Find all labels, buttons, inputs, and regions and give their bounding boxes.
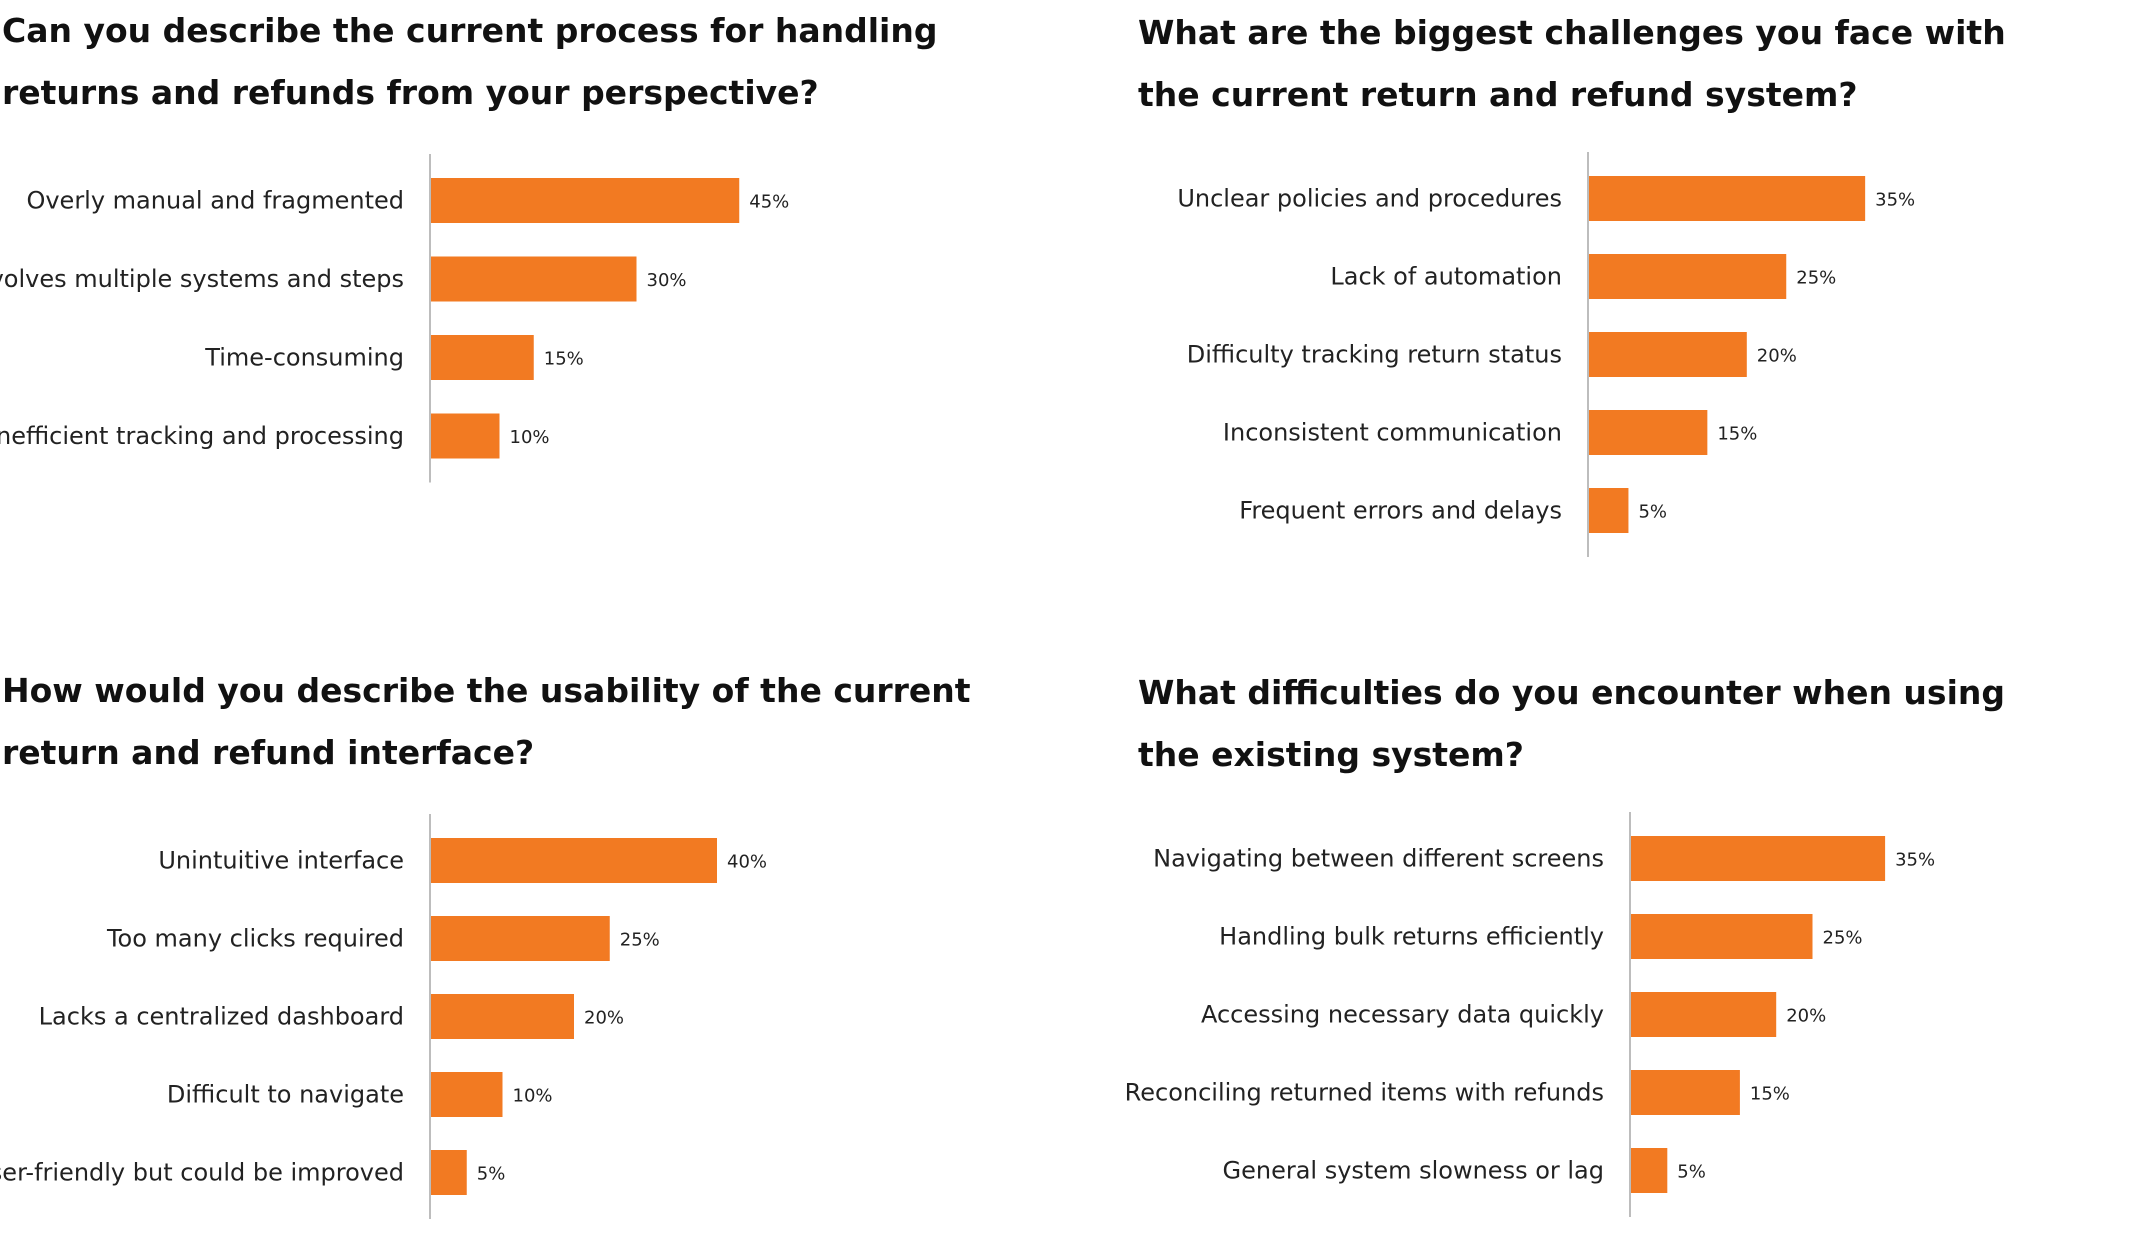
bar xyxy=(431,994,574,1039)
chart-panel-difficulties: What difficulties do you encounter when … xyxy=(1125,662,2136,1240)
value-label: 5% xyxy=(1638,502,1667,523)
category-label: Inconsistent communication xyxy=(1223,419,1562,447)
value-label: 35% xyxy=(1895,850,1935,871)
value-label: 20% xyxy=(584,1008,624,1029)
category-label: User-friendly but could be improved xyxy=(0,1159,404,1187)
value-label: 30% xyxy=(647,270,687,291)
category-label: Lack of automation xyxy=(1330,263,1562,291)
category-label: Too many clicks required xyxy=(106,925,404,953)
category-label: Unclear policies and procedures xyxy=(1177,185,1562,213)
chart-title: What are the biggest challenges you face… xyxy=(1138,13,2006,114)
value-label: 15% xyxy=(544,349,584,370)
category-label: Navigating between different screens xyxy=(1153,845,1604,873)
value-label: 35% xyxy=(1875,190,1915,211)
value-label: 25% xyxy=(1796,268,1836,289)
bar xyxy=(1631,836,1886,881)
chart-title: Can you describe the current process for… xyxy=(2,11,938,112)
category-label: Involves multiple systems and steps xyxy=(0,265,404,293)
chart-panel-challenges: What are the biggest challenges you face… xyxy=(1138,2,2136,562)
bar-chart: Unintuitive interface 40% Too many clicks … xyxy=(0,814,767,1219)
bar xyxy=(431,916,610,961)
category-label: Overly manual and fragmented xyxy=(26,187,404,215)
value-label: 20% xyxy=(1786,1006,1826,1027)
category-label: Handling bulk returns efficiently xyxy=(1219,923,1604,951)
bar xyxy=(1589,410,1708,455)
bar xyxy=(431,1072,503,1117)
value-label: 10% xyxy=(513,1086,553,1107)
bar xyxy=(431,335,534,380)
category-label: Time-consuming xyxy=(204,344,404,372)
chart-panel-process: Can you describe the current process for… xyxy=(0,0,1002,560)
bar xyxy=(1631,1148,1668,1193)
value-label: 10% xyxy=(510,427,550,448)
category-label: Inefficient tracking and processing xyxy=(0,422,404,450)
bar-chart: Navigating between different screens 35% H… xyxy=(1125,812,1935,1217)
category-label: Difficulty tracking return status xyxy=(1187,341,1562,369)
value-label: 5% xyxy=(477,1164,506,1185)
value-label: 25% xyxy=(620,930,660,951)
value-label: 15% xyxy=(1717,424,1757,445)
value-label: 5% xyxy=(1677,1162,1706,1183)
bar-chart: Overly manual and fragmented 45% Involves … xyxy=(0,154,789,483)
bar xyxy=(431,838,717,883)
category-label: Accessing necessary data quickly xyxy=(1201,1001,1604,1029)
bar xyxy=(1631,992,1777,1037)
category-label: General system slowness or lag xyxy=(1223,1157,1605,1185)
value-label: 25% xyxy=(1823,928,1863,949)
category-label: Reconciling returned items with refunds xyxy=(1125,1079,1604,1107)
category-label: Difficult to navigate xyxy=(167,1081,404,1109)
value-label: 45% xyxy=(749,192,789,213)
bar xyxy=(431,1150,467,1195)
category-label: Lacks a centralized dashboard xyxy=(39,1003,404,1031)
bar xyxy=(1589,176,1866,221)
bar xyxy=(1589,488,1629,533)
chart-title: What difficulties do you encounter when … xyxy=(1138,673,2005,774)
category-label: Unintuitive interface xyxy=(158,847,404,875)
value-label: 40% xyxy=(727,852,767,873)
chart-panel-usability: How would you describe the usability of … xyxy=(0,660,1002,1240)
category-label: Frequent errors and delays xyxy=(1239,497,1562,525)
bar xyxy=(1589,254,1787,299)
bar xyxy=(1589,332,1747,377)
value-label: 20% xyxy=(1757,346,1797,367)
bar xyxy=(1631,1070,1740,1115)
bar-chart: Unclear policies and procedures 35% Lack o… xyxy=(1177,152,1915,557)
bar xyxy=(1631,914,1813,959)
bar xyxy=(431,413,500,459)
value-label: 15% xyxy=(1750,1084,1790,1105)
bar xyxy=(431,256,637,302)
chart-title: How would you describe the usability of … xyxy=(2,671,971,772)
bar xyxy=(431,178,740,223)
